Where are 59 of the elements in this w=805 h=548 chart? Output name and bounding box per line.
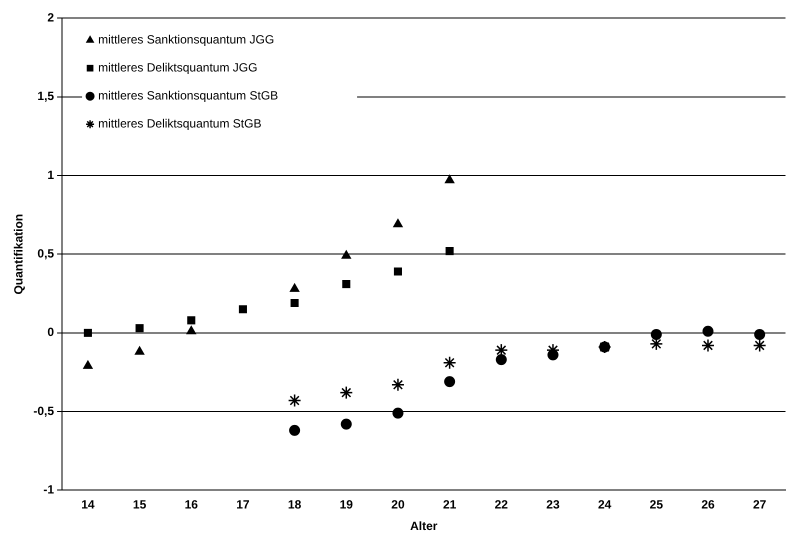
point [341, 250, 352, 259]
point [288, 394, 302, 408]
y-axis-title: Quantifikation [12, 214, 26, 295]
point [442, 356, 456, 370]
point [444, 376, 456, 388]
y-tick-label: 1,5 [37, 89, 54, 104]
point [392, 408, 404, 419]
x-tick-label: 27 [752, 498, 767, 512]
x-tick-label: 17 [236, 498, 250, 512]
point [446, 247, 454, 256]
x-tick-label: 22 [494, 498, 508, 512]
x-tick-label: 26 [701, 498, 715, 512]
point [134, 346, 144, 355]
x-tick-label: 21 [442, 498, 457, 512]
x-tick-label: 16 [184, 498, 198, 512]
point [494, 343, 508, 357]
point [752, 338, 766, 352]
point [84, 328, 92, 337]
x-axis-title: Alter [410, 519, 438, 534]
legend-label: mittleres Deliktsquantum JGG [98, 60, 258, 75]
point [83, 360, 93, 369]
point [393, 218, 403, 228]
point [547, 349, 558, 360]
y-tick-label: -1 [43, 482, 54, 497]
x-tick-label: 25 [650, 498, 664, 512]
y-tick-label: 2 [47, 10, 54, 25]
point [238, 305, 247, 314]
point [496, 354, 507, 366]
x-tick-label: 23 [546, 498, 560, 512]
x-tick-label: 19 [340, 498, 354, 512]
x-tick-label: 15 [132, 498, 147, 512]
point [444, 174, 454, 184]
legend-label: mittleres Deliktsquantum StGB [98, 116, 262, 131]
point [136, 324, 144, 332]
point [391, 378, 405, 392]
point [342, 280, 350, 288]
point [702, 326, 714, 337]
point [340, 418, 352, 430]
y-tick-label: 0 [47, 325, 54, 340]
point [340, 386, 354, 400]
x-tick-label: 24 [598, 498, 612, 512]
legend-label: mittleres Sanktionsquantum JGG [98, 32, 274, 47]
x-tick-label: 14 [81, 498, 95, 512]
point [650, 337, 664, 351]
point [187, 316, 196, 324]
point [650, 328, 662, 340]
legend-label: mittleres Sanktionsquantum StGB [98, 88, 278, 103]
x-tick-label: 20 [391, 498, 405, 512]
point [186, 326, 196, 334]
point [290, 283, 300, 292]
point [289, 424, 300, 436]
y-tick-label: 1 [47, 168, 54, 182]
point [290, 298, 299, 308]
x-tick-label: 18 [288, 498, 302, 512]
y-tick-label: 0,5 [37, 246, 54, 261]
point [701, 338, 715, 352]
point [754, 328, 766, 340]
y-tick-label: -0,5 [33, 404, 54, 418]
point [394, 267, 402, 276]
